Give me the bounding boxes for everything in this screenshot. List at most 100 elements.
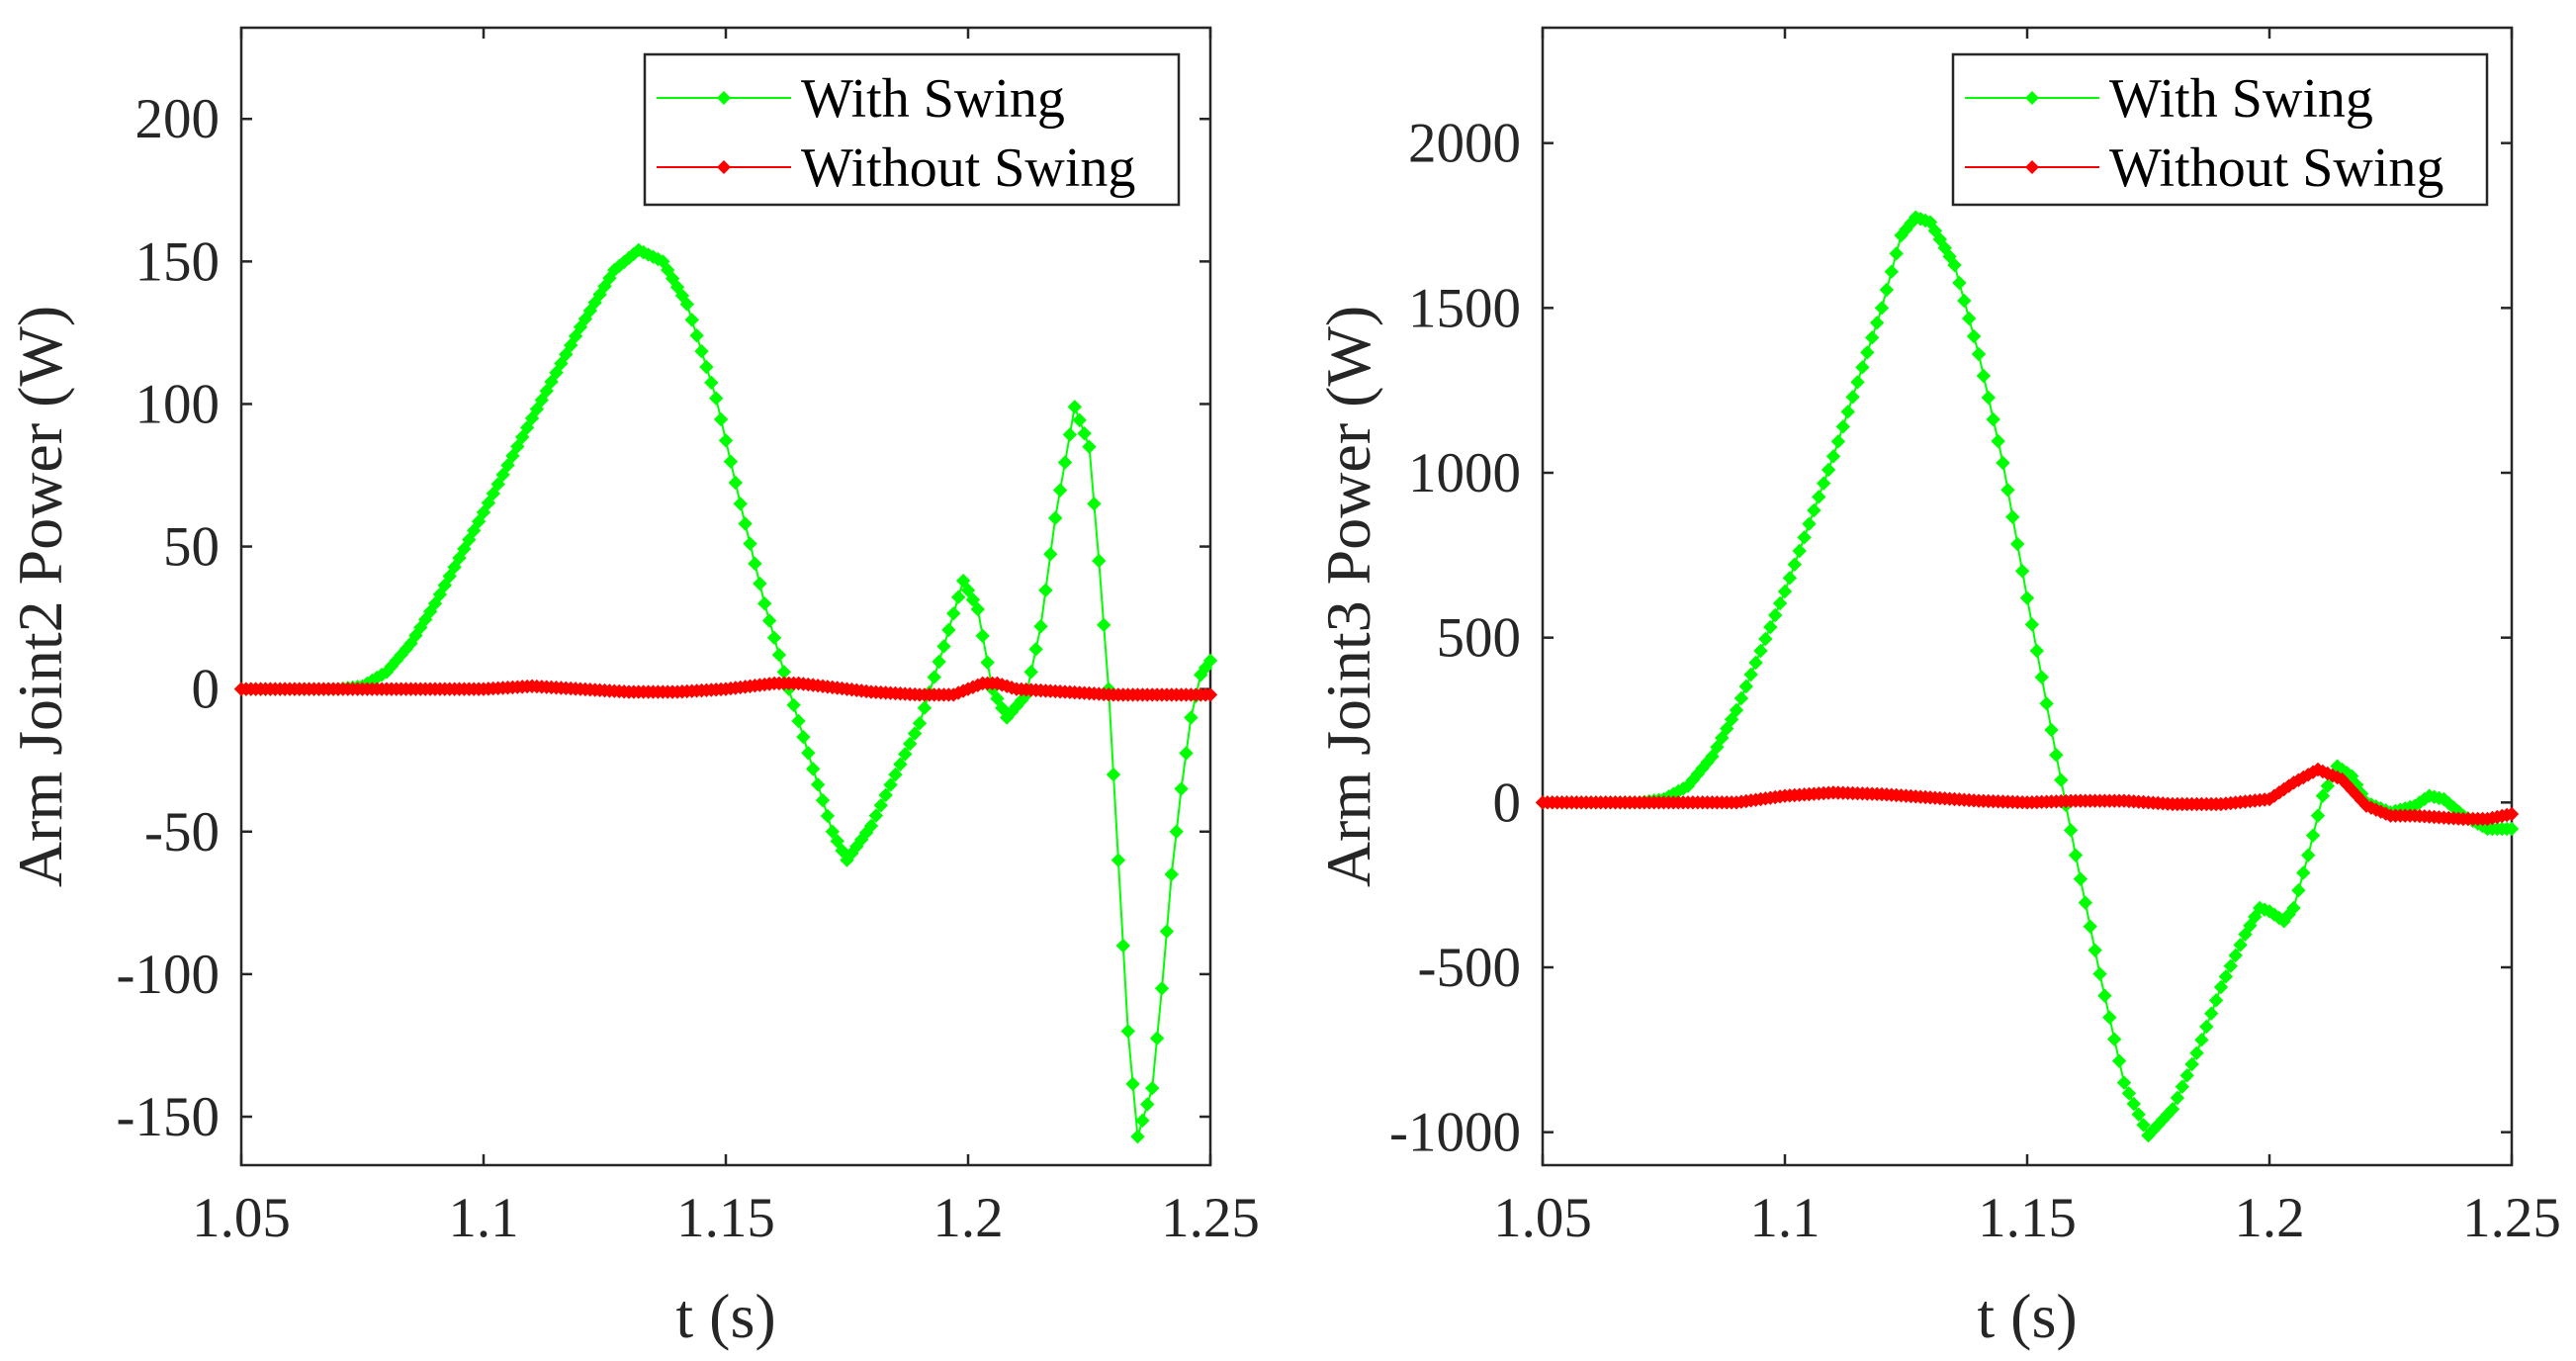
data-point: [2049, 748, 2064, 763]
data-point: [1830, 434, 1846, 449]
data-point: [486, 486, 501, 501]
data-point: [883, 777, 898, 792]
y-tick-label: 2000: [1408, 113, 1521, 175]
data-point: [980, 655, 995, 670]
data-point: [805, 762, 821, 776]
data-point: [975, 628, 990, 644]
data-point: [1043, 547, 1058, 562]
data-point: [753, 576, 767, 591]
data-point: [708, 391, 724, 406]
data-point: [1715, 730, 1730, 746]
data-point: [1202, 687, 1218, 702]
data-point: [873, 798, 889, 813]
y-tick-label: -500: [1418, 937, 1521, 999]
data-point: [437, 578, 453, 592]
data-point: [2305, 828, 2321, 843]
x-tick-label: 1.25: [2462, 1187, 2561, 1249]
data-point: [1110, 853, 1126, 867]
data-point: [2203, 1006, 2219, 1021]
data-point: [830, 834, 844, 849]
data-point: [1947, 257, 1962, 273]
data-point: [1874, 301, 1890, 316]
data-point: [679, 297, 695, 312]
data-point: [1724, 712, 1739, 727]
data-point: [2165, 1102, 2180, 1117]
data-point: [2228, 948, 2243, 963]
data-point: [1777, 584, 1793, 599]
legend-box: [1951, 52, 2489, 207]
data-point: [756, 595, 772, 611]
data-point: [466, 523, 482, 538]
data-point: [1753, 643, 1768, 659]
data-point: [1797, 530, 1812, 545]
data-point: [2014, 564, 2030, 579]
data-point: [1062, 427, 1078, 442]
data-point: [684, 313, 699, 327]
data-point: [2044, 722, 2059, 738]
data-point: [888, 767, 903, 782]
data-point: [898, 747, 913, 762]
data-point: [2291, 883, 2306, 898]
data-point: [2029, 643, 2045, 659]
data-point: [1733, 690, 1749, 706]
data-point: [801, 746, 816, 761]
y-tick-label: 200: [135, 88, 221, 150]
data-point: [471, 513, 487, 529]
data-point: [432, 587, 448, 602]
series-without-swing: [1535, 762, 2520, 827]
data-point: [2315, 788, 2331, 803]
x-axis-label: t (s): [675, 1281, 775, 1351]
data-point: [2223, 958, 2239, 973]
data-point: [1743, 667, 1758, 682]
data-point: [2218, 969, 2234, 984]
y-tick-label: 100: [135, 373, 221, 435]
data-point: [2179, 1068, 2194, 1083]
data-point: [568, 328, 583, 344]
right-chart-joint3-power: 1.05 1.1 1.15 1.2 1.25 2000 1500 1000 500 0 -500 -1…: [1313, 26, 2561, 1351]
data-point: [2213, 979, 2229, 995]
data-point: [1087, 497, 1102, 511]
data-point: [941, 622, 956, 638]
data-point: [1884, 264, 1900, 279]
data-point: [820, 808, 836, 824]
data-point: [2131, 1107, 2146, 1122]
data-point: [917, 700, 933, 715]
data-point: [2000, 483, 2015, 498]
legend-label: With Swing: [801, 68, 1065, 130]
data-point: [796, 729, 811, 745]
data-point: [970, 601, 986, 617]
data-point: [912, 716, 928, 731]
data-point: [1971, 346, 1987, 362]
data-point: [2078, 895, 2093, 910]
y-tick-label: -1000: [1389, 1102, 1521, 1164]
data-point: [462, 532, 477, 547]
data-point: [791, 713, 806, 729]
data-point: [1705, 749, 1720, 764]
data-point: [907, 726, 923, 741]
legend-marker: [717, 91, 731, 105]
data-point: [447, 560, 462, 575]
data-point: [2005, 509, 2020, 524]
data-point: [1092, 553, 1107, 569]
data-point: [2073, 871, 2088, 886]
data-point: [1164, 866, 1180, 882]
data-point: [1082, 439, 1097, 454]
data-point: [738, 516, 753, 531]
data-point: [1047, 510, 1063, 525]
data-point: [748, 556, 762, 572]
data-point: [723, 454, 739, 469]
data-point: [1067, 400, 1083, 414]
data-point: [1140, 1097, 1155, 1112]
data-point: [1154, 981, 1170, 996]
data-point: [1889, 246, 1904, 261]
legend-label: Without Swing: [801, 137, 1135, 199]
data-point: [927, 670, 941, 684]
data-point: [1023, 665, 1038, 680]
data-point: [1120, 1024, 1135, 1039]
data-point: [1130, 1129, 1145, 1144]
data-point: [2097, 988, 2112, 1003]
y-tick-label: 1000: [1408, 442, 1521, 504]
data-point: [1135, 1113, 1150, 1129]
data-point: [1835, 419, 1851, 434]
data-point: [965, 592, 981, 607]
